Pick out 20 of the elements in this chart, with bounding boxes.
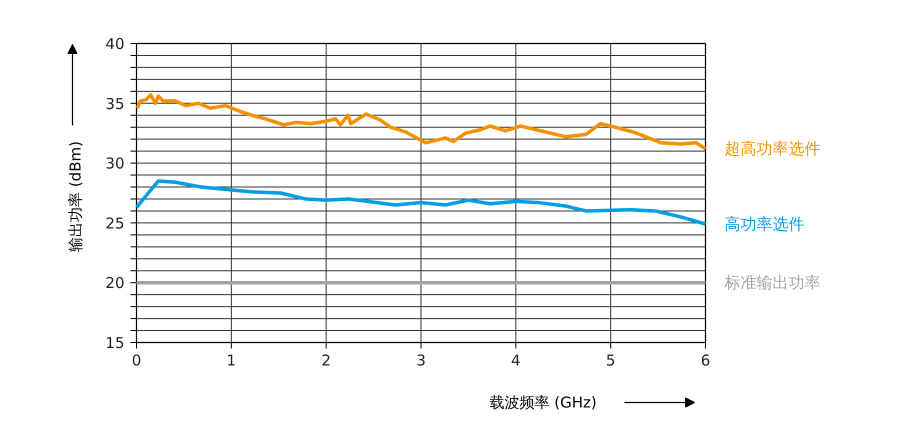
x-tick-label: 1 (226, 352, 236, 370)
series-label: 超高功率选件 (724, 139, 820, 158)
y-axis-title: 输出功率 (dBm) (66, 141, 84, 252)
x-tick-label: 5 (606, 352, 616, 370)
y-tick-label: 20 (105, 274, 125, 292)
y-tick-label: 25 (105, 214, 125, 232)
x-tick-label: 4 (511, 352, 521, 370)
line-series (136, 93, 708, 150)
x-tick-label: 3 (416, 352, 426, 370)
x-axis-title: 载波频率 (GHz) (490, 394, 597, 412)
x-tick-label: 0 (132, 352, 142, 370)
x-tick-label: 6 (700, 352, 710, 370)
y-tick-label: 30 (105, 154, 125, 173)
y-tick-label: 40 (105, 35, 125, 53)
series-label: 高功率选件 (724, 214, 804, 234)
y-tick-label: 35 (105, 94, 125, 113)
x-tick-label: 2 (321, 352, 331, 370)
line-series (134, 179, 708, 226)
series-label: 标准输出功率 (724, 273, 820, 292)
y-tick-label: 15 (105, 334, 125, 352)
